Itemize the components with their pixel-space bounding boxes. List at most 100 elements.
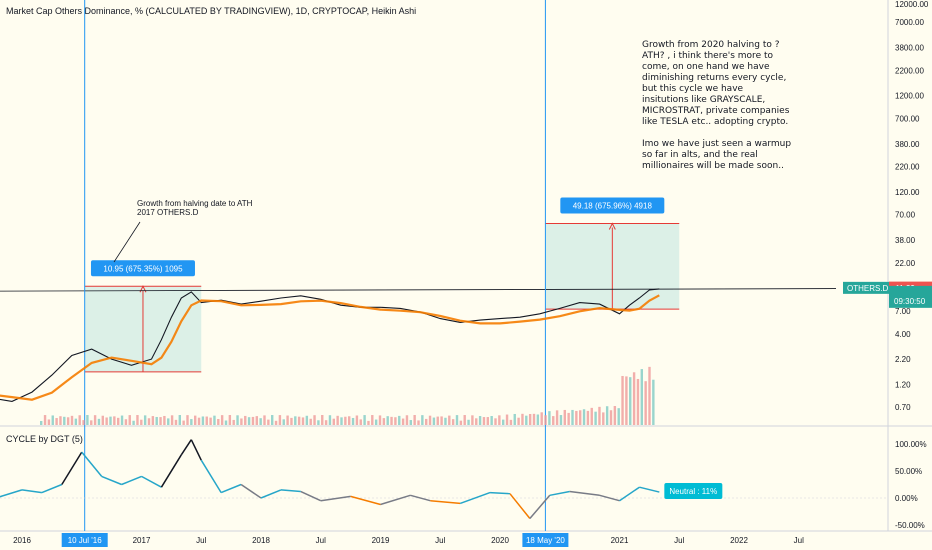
volume-bar-95 (405, 415, 409, 425)
y-tick-2: 2200.00 (895, 66, 924, 75)
indicator-segment-13 (200, 459, 222, 493)
indicator-title: CYCLE by DGT (5) (6, 434, 83, 444)
volume-bar-26 (140, 419, 143, 425)
volume-bar-134 (555, 410, 559, 425)
indicator-segment-29 (569, 490, 600, 497)
x-tick-5: 2019 (372, 536, 390, 545)
volume-bar-60 (271, 415, 274, 425)
volume-bar-123 (513, 413, 516, 425)
volume-bar-115 (482, 417, 486, 425)
y-tick-13: 4.00 (895, 330, 911, 339)
volume-bar-119 (498, 415, 501, 425)
volume-bar-151 (621, 375, 624, 425)
indicator-segment-31 (619, 486, 640, 502)
y-tick-14: 2.20 (895, 355, 911, 364)
volume-bar-128 (532, 413, 536, 425)
indicator-segment-12 (190, 439, 202, 461)
volume-bar-18 (109, 416, 112, 425)
volume-bar-157 (644, 381, 647, 425)
volume-bar-154 (632, 372, 636, 425)
volume-bar-59 (267, 419, 270, 425)
volume-bar-63 (282, 419, 285, 425)
y-tick-12: 7.00 (895, 307, 911, 316)
indicator-segment-11 (180, 439, 192, 456)
volume-bar-135 (559, 415, 563, 425)
volume-bar-77 (336, 415, 339, 425)
volume-bar-74 (324, 420, 328, 425)
volume-bar-148 (609, 410, 613, 425)
volume-bar-41 (197, 417, 201, 425)
volume-bar-49 (228, 415, 232, 425)
indicator-segment-22 (410, 494, 431, 502)
indicator-segment-4 (41, 483, 63, 494)
moving-average-line (0, 294, 660, 401)
volume-bar-88 (378, 415, 382, 425)
trend-line (0, 288, 837, 292)
volume-bar-129 (536, 414, 540, 425)
analysis-note: Growth from 2020 halving to ? ATH? , i t… (642, 40, 792, 171)
volume-bar-120 (502, 419, 505, 425)
volume-bar-8 (70, 415, 74, 425)
volume-bar-24 (132, 420, 135, 425)
volume-bar-51 (236, 415, 239, 425)
volume-bar-54 (247, 417, 251, 425)
indicator-segment-19 (320, 495, 351, 502)
volume-bar-50 (232, 419, 235, 425)
volume-bar-103 (436, 416, 439, 425)
volume-bar-147 (605, 406, 609, 425)
volume-bar-69 (305, 415, 309, 425)
volume-bar-62 (278, 415, 282, 425)
volume-bar-5 (59, 416, 62, 425)
volume-bar-75 (328, 415, 332, 425)
volume-bar-92 (394, 417, 397, 425)
volume-bar-28 (147, 418, 151, 425)
indicator-segment-16 (260, 489, 282, 499)
x-tick-1: 2017 (133, 536, 151, 545)
x-tick-4: Jul (316, 536, 326, 545)
volume-bar-42 (201, 416, 205, 425)
x-tick-11: Jul (794, 536, 804, 545)
volume-bar-7 (66, 417, 70, 425)
volume-bar-19 (113, 416, 116, 425)
marker-label-1: 18 May '20 (526, 536, 565, 545)
volume-bar-21 (120, 415, 124, 425)
volume-bar-66 (294, 416, 297, 425)
volume-bar-149 (613, 406, 617, 425)
x-tick-9: Jul (674, 536, 684, 545)
volume-bar-73 (321, 415, 324, 425)
last-value-tag-bg (889, 285, 932, 308)
volume-bar-72 (317, 420, 320, 425)
volume-bar-143 (590, 407, 593, 425)
volume-bar-121 (505, 414, 509, 425)
volume-bar-38 (186, 415, 189, 425)
volume-bar-140 (579, 410, 582, 425)
marker-label-bg-0 (61, 533, 108, 547)
volume-bar-13 (90, 420, 93, 425)
volume-bar-107 (451, 419, 455, 425)
indicator-segment-9 (141, 475, 162, 488)
volume-bar-44 (209, 417, 212, 425)
volume-bar-84 (363, 415, 366, 425)
volume-bar-22 (124, 419, 128, 425)
volume-bar-56 (255, 416, 258, 425)
neutral-label: Neutral : 11% (669, 487, 717, 496)
marker-label-bg-1 (522, 533, 569, 547)
volume-bar-64 (286, 415, 289, 425)
countdown-tag: 09:30:50 (894, 297, 926, 306)
volume-bar-37 (182, 420, 185, 425)
indicator-segment-6 (81, 451, 103, 477)
annotation-line-1: 2017 OTHERS.D (137, 208, 199, 217)
volume-bar-113 (475, 418, 478, 425)
volume-bar-30 (155, 416, 158, 425)
indicator-segment-10 (160, 454, 182, 488)
volume-bar-14 (93, 415, 97, 425)
volume-bar-43 (205, 416, 208, 425)
volume-bar-70 (309, 418, 312, 425)
volume-bar-57 (259, 418, 262, 425)
volume-bar-90 (386, 416, 389, 425)
volume-bar-132 (548, 411, 551, 425)
volume-bar-124 (517, 417, 520, 425)
volume-bar-108 (455, 415, 459, 425)
series-line-others-d (0, 288, 660, 402)
